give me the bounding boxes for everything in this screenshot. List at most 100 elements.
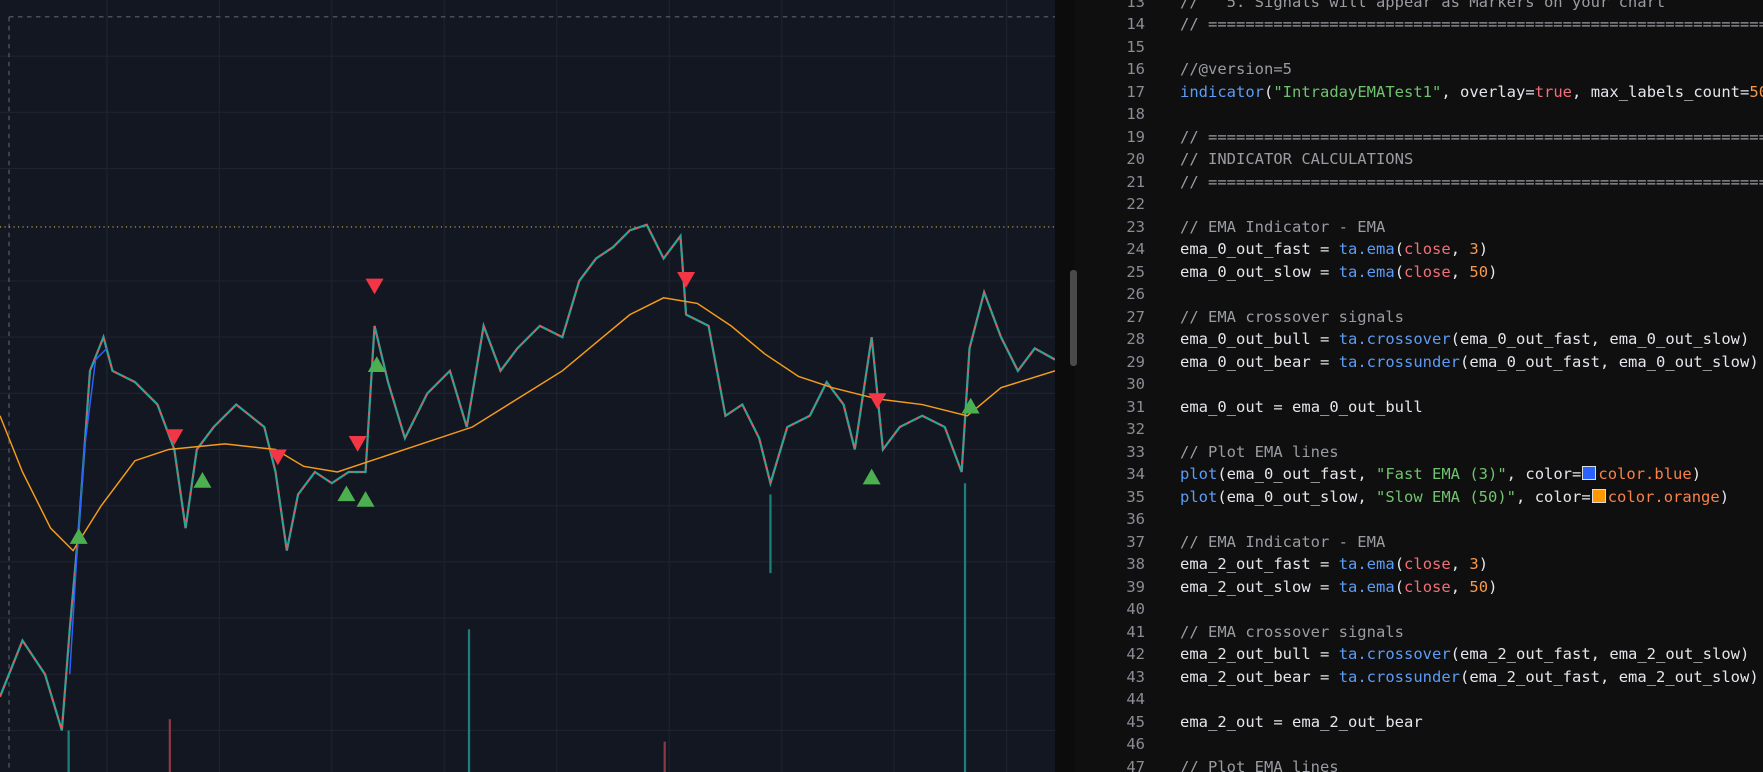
line-number: 47: [1126, 757, 1145, 772]
line-number: 23: [1126, 217, 1145, 236]
line-number: 13: [1126, 0, 1145, 11]
volume-bars: [67, 483, 967, 772]
line-number: 45: [1126, 712, 1145, 731]
line-number: 31: [1126, 397, 1145, 416]
line-number: 35: [1126, 487, 1145, 506]
code-line: 15: [1077, 36, 1763, 59]
code-line: 39 ema_2_out_slow = ta.ema(close, 50): [1077, 576, 1763, 599]
code-line: 30: [1077, 373, 1763, 396]
code-line: 17 indicator("IntradayEMATest1", overlay=…: [1077, 81, 1763, 104]
code-text[interactable]: // EMA Indicator - EMA: [1180, 217, 1386, 236]
code-line: 20 // INDICATOR CALCULATIONS: [1077, 148, 1763, 171]
price-series: [0, 223, 1055, 731]
code-text[interactable]: indicator("IntradayEMATest1", overlay=tr…: [1180, 82, 1763, 101]
code-line: 34 plot(ema_0_out_fast, "Fast EMA (3)", c…: [1077, 463, 1763, 486]
line-number: 33: [1126, 442, 1145, 461]
code-line: 38 ema_2_out_fast = ta.ema(close, 3): [1077, 553, 1763, 576]
code-line: 37 // EMA Indicator - EMA: [1077, 531, 1763, 554]
code-line: 45 ema_2_out = ema_2_out_bear: [1077, 711, 1763, 734]
code-line: 40: [1077, 598, 1763, 621]
code-line: 22: [1077, 193, 1763, 216]
code-text[interactable]: ema_2_out = ema_2_out_bear: [1180, 712, 1423, 731]
code-line: 35 plot(ema_0_out_slow, "Slow EMA (50)", …: [1077, 486, 1763, 509]
code-line: 26: [1077, 283, 1763, 306]
code-text[interactable]: // EMA Indicator - EMA: [1180, 532, 1386, 551]
line-number: 27: [1126, 307, 1145, 326]
line-number: 16: [1126, 60, 1145, 79]
code-text[interactable]: // =====================================…: [1180, 15, 1763, 34]
code-line: 14 // ===================================…: [1077, 13, 1763, 36]
price-series-down: [0, 223, 1055, 731]
line-number: 43: [1126, 667, 1145, 686]
line-number: 40: [1126, 600, 1145, 619]
fast-ema-line: [69, 347, 108, 675]
code-line: 16 //@version=5: [1077, 58, 1763, 81]
line-number: 29: [1126, 352, 1145, 371]
code-text[interactable]: // INDICATOR CALCULATIONS: [1180, 150, 1414, 169]
code-line: 41 // EMA crossover signals: [1077, 621, 1763, 644]
code-text[interactable]: // EMA crossover signals: [1180, 622, 1404, 641]
line-number: 32: [1126, 420, 1145, 439]
code-text[interactable]: ema_2_out_bear = ta.crossunder(ema_2_out…: [1180, 667, 1759, 686]
line-number: 24: [1126, 240, 1145, 259]
code-line: 24 ema_0_out_fast = ta.ema(close, 3): [1077, 238, 1763, 261]
line-number: 19: [1126, 127, 1145, 146]
code-text[interactable]: ema_2_out_slow = ta.ema(close, 50): [1180, 577, 1498, 596]
code-text[interactable]: ema_2_out_fast = ta.ema(close, 3): [1180, 555, 1489, 574]
buy-markers: [69, 356, 980, 544]
line-number: 22: [1126, 195, 1145, 214]
code-line: 21 // ===================================…: [1077, 171, 1763, 194]
code-text[interactable]: ema_2_out_bull = ta.crossover(ema_2_out_…: [1180, 645, 1750, 664]
code-line: 32: [1077, 418, 1763, 441]
chart-grid: [0, 0, 1055, 772]
code-line: 28 ema_0_out_bull = ta.crossover(ema_0_ou…: [1077, 328, 1763, 351]
code-line: 18: [1077, 103, 1763, 126]
color-swatch[interactable]: [1591, 488, 1606, 503]
line-number: 26: [1126, 285, 1145, 304]
line-number: 28: [1126, 330, 1145, 349]
code-line: 43 ema_2_out_bear = ta.crossunder(ema_2_o…: [1077, 666, 1763, 689]
code-text[interactable]: // Plot EMA lines: [1180, 442, 1339, 461]
scrollbar[interactable]: [1070, 270, 1077, 366]
line-number: 42: [1126, 645, 1145, 664]
code-text[interactable]: ema_0_out_slow = ta.ema(close, 50): [1180, 262, 1498, 281]
line-number: 25: [1126, 262, 1145, 281]
code-text[interactable]: plot(ema_0_out_slow, "Slow EMA (50)", co…: [1180, 487, 1730, 506]
line-number: 14: [1126, 15, 1145, 34]
price-chart: [0, 0, 1055, 772]
code-line: 13 // 5. Signals will appear as Markers o…: [1077, 0, 1763, 13]
code-text[interactable]: //@version=5: [1180, 60, 1292, 79]
code-text[interactable]: // =====================================…: [1180, 172, 1763, 191]
line-number: 34: [1126, 465, 1145, 484]
line-number: 41: [1126, 622, 1145, 641]
code-text[interactable]: // EMA crossover signals: [1180, 307, 1404, 326]
code-text[interactable]: // 5. Signals will appear as Markers on …: [1180, 0, 1666, 11]
code-text[interactable]: // Plot EMA lines: [1180, 757, 1339, 772]
panel-divider: [1055, 0, 1075, 772]
code-text[interactable]: ema_0_out = ema_0_out_bull: [1180, 397, 1423, 416]
line-number: 44: [1126, 690, 1145, 709]
line-number: 38: [1126, 555, 1145, 574]
code-line: 47 // Plot EMA lines: [1077, 756, 1763, 772]
line-number: 17: [1126, 82, 1145, 101]
line-number: 30: [1126, 375, 1145, 394]
code-text[interactable]: // =====================================…: [1180, 127, 1763, 146]
line-number: 36: [1126, 510, 1145, 529]
line-number: 39: [1126, 577, 1145, 596]
code-text[interactable]: plot(ema_0_out_fast, "Fast EMA (3)", col…: [1180, 465, 1702, 484]
code-text[interactable]: ema_0_out_fast = ta.ema(close, 3): [1180, 240, 1489, 259]
slow-ema-line: [0, 297, 1055, 552]
code-line: 27 // EMA crossover signals: [1077, 306, 1763, 329]
code-line: 42 ema_2_out_bull = ta.crossover(ema_2_ou…: [1077, 643, 1763, 666]
line-number: 18: [1126, 105, 1145, 124]
color-swatch[interactable]: [1582, 466, 1597, 481]
code-line: 19 // ===================================…: [1077, 126, 1763, 149]
code-text[interactable]: ema_0_out_bull = ta.crossover(ema_0_out_…: [1180, 330, 1750, 349]
line-number: 37: [1126, 532, 1145, 551]
code-line: 46: [1077, 733, 1763, 756]
code-text[interactable]: ema_0_out_bear = ta.crossunder(ema_0_out…: [1180, 352, 1759, 371]
code-line: 36: [1077, 508, 1763, 531]
code-line: 44: [1077, 688, 1763, 711]
code-editor: 13 // 5. Signals will appear as Markers o…: [1077, 0, 1763, 772]
